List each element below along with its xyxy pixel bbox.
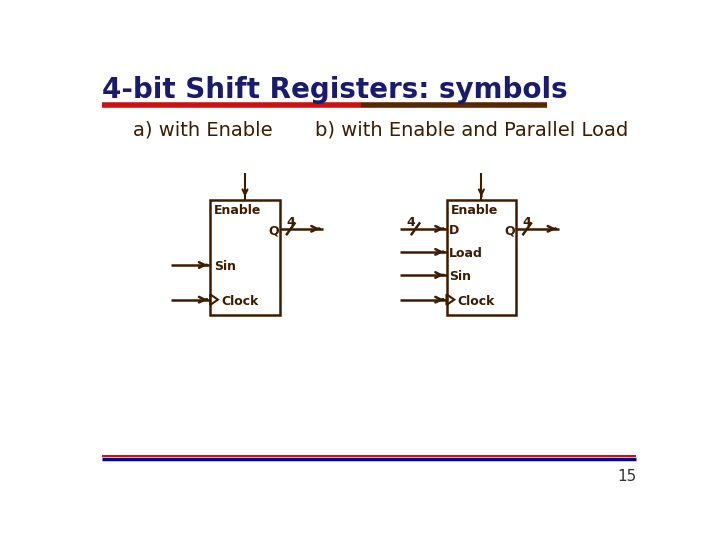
- Text: Enable: Enable: [451, 204, 498, 217]
- Text: Q: Q: [505, 224, 516, 237]
- Text: b) with Enable and Parallel Load: b) with Enable and Parallel Load: [315, 120, 628, 139]
- Text: 4: 4: [523, 217, 531, 230]
- Text: 15: 15: [617, 469, 636, 484]
- Text: Sin: Sin: [449, 271, 471, 284]
- Text: Sin: Sin: [214, 260, 236, 273]
- Bar: [210, 200, 280, 315]
- Text: D: D: [449, 224, 459, 237]
- Text: Clock: Clock: [221, 295, 258, 308]
- Text: Load: Load: [449, 247, 482, 260]
- Text: a) with Enable: a) with Enable: [132, 120, 272, 139]
- Text: 4: 4: [286, 217, 294, 230]
- Text: 4-bit Shift Registers: symbols: 4-bit Shift Registers: symbols: [102, 76, 567, 104]
- Bar: [446, 200, 516, 315]
- Text: Q: Q: [269, 224, 279, 237]
- Text: 4: 4: [406, 217, 415, 230]
- Text: Clock: Clock: [457, 295, 495, 308]
- Text: Enable: Enable: [214, 204, 261, 217]
